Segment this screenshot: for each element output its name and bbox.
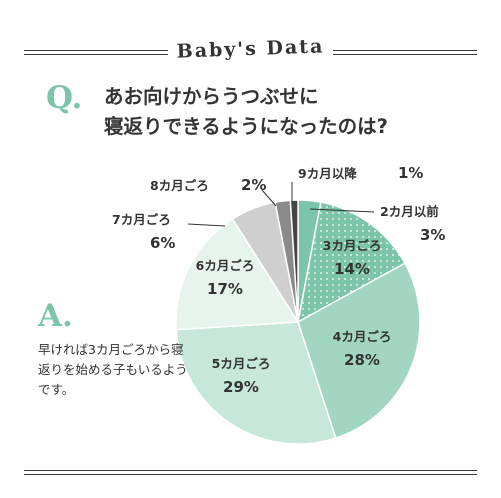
answer-mark: A. (38, 298, 73, 334)
label-2-months: 2カ月以前 (380, 204, 439, 219)
bottom-rule-2 (24, 474, 477, 475)
question-line-2: 寝返りできるようになったのは? (104, 115, 388, 138)
value-3-months: 14% (334, 260, 370, 278)
value-5-months: 29% (223, 378, 259, 396)
label-4-months: 4カ月ごろ (333, 329, 392, 344)
label-5-months: 5カ月ごろ (212, 356, 271, 371)
value-2-months: 3% (420, 226, 445, 244)
label-7-months: 7カ月ごろ (112, 212, 171, 227)
value-8-months: 2% (241, 176, 266, 194)
question-mark: Q. (46, 80, 83, 116)
leader-2-months (309, 208, 375, 213)
answer-text: 早ければ3カ月ごろから寝返りを始める子もいるようです。 (38, 342, 188, 397)
label-9-months: 9カ月以降 (298, 166, 357, 181)
header-backdrop (168, 36, 333, 66)
slice-4-months (297, 262, 421, 439)
question-line-1: あお向けからうつぶせに (104, 85, 319, 108)
label-3-months: 3カ月ごろ (323, 238, 382, 253)
slice-5-months (175, 321, 337, 445)
bottom-rule-1 (24, 470, 477, 471)
slice-6-months (175, 217, 300, 331)
label-6-months: 6カ月ごろ (196, 258, 255, 273)
value-9-months: 1% (398, 164, 423, 182)
value-6-months: 17% (207, 280, 243, 298)
value-4-months: 28% (344, 351, 380, 369)
leader-8-months (261, 189, 277, 207)
slice-9-months (289, 199, 299, 323)
label-8-months: 8カ月ごろ (150, 178, 209, 193)
slice-3-months (296, 201, 406, 324)
question-text: あお向けからうつぶせに 寝返りできるようになったのは? (104, 82, 388, 142)
leader-7-months (187, 223, 226, 227)
value-7-months: 6% (150, 234, 175, 252)
